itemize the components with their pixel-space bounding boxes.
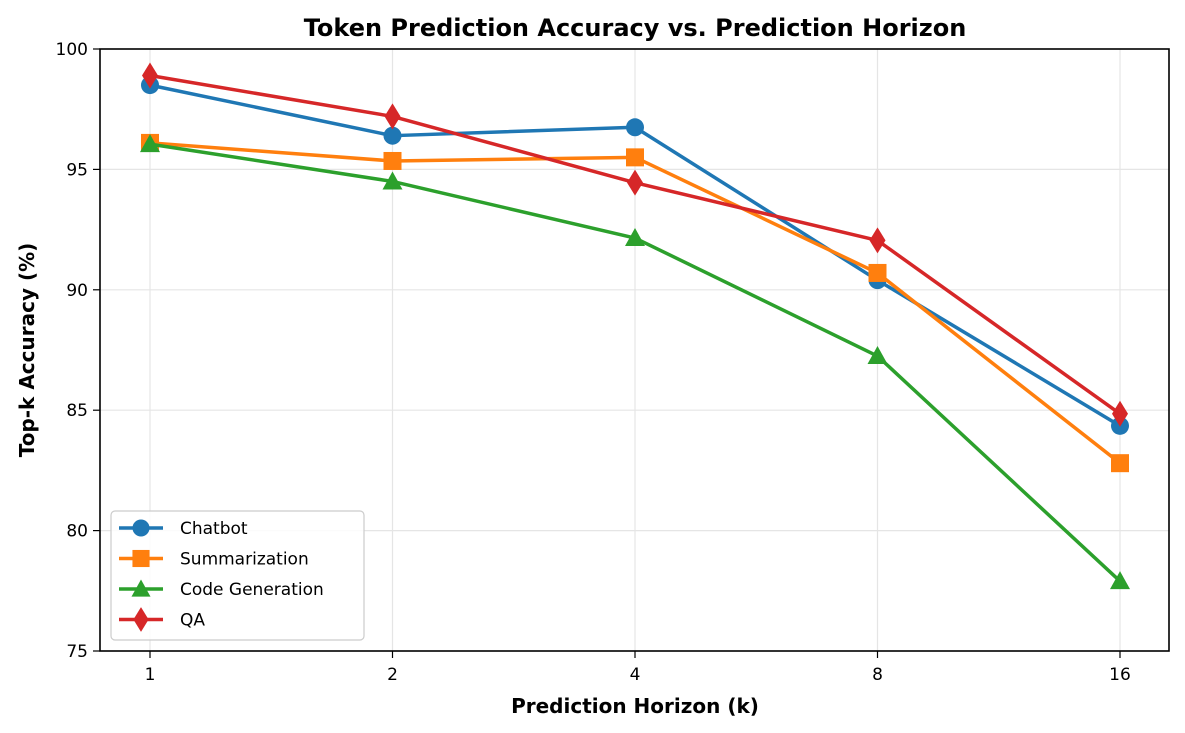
circle-marker [383,126,402,145]
chart-title: Token Prediction Accuracy vs. Prediction… [304,14,967,42]
legend: Chatbot Summarization Code Generation QA [110,510,365,641]
triangle-marker [625,228,645,247]
diamond-marker [142,62,158,89]
diamond-marker [869,227,886,254]
triangle-marker [1110,571,1130,590]
x-tick-label: 1 [145,665,156,685]
square-marker [626,148,644,167]
y-tick-label: 85 [66,401,88,421]
y-axis-label: Top-k Accuracy (%) [15,243,39,458]
diamond-marker [384,103,401,130]
series-qa [142,62,1128,427]
square-marker [383,151,402,170]
y-tick-label: 100 [56,40,88,60]
series-code-generation [140,134,1130,590]
x-tick-label: 8 [872,665,883,685]
series-group [140,62,1130,590]
legend-item-code-generation: Code Generation [119,579,324,600]
triangle-marker [382,171,403,190]
legend-item-chatbot: Chatbot [119,519,248,539]
legend-label: Summarization [180,550,309,570]
legend-label: QA [180,611,205,631]
square-marker [1111,454,1129,473]
legend-label: Chatbot [180,519,248,539]
circle-marker [132,519,150,537]
triangle-marker [140,134,160,153]
x-axis-label: Prediction Horizon (k) [511,694,759,718]
legend-box [110,510,365,641]
y-axis: 75 80 85 90 95 100 [56,40,100,662]
y-tick-label: 80 [66,522,88,542]
x-tick-label: 4 [630,665,641,685]
legend-label: Code Generation [180,580,324,600]
y-tick-label: 95 [66,160,88,180]
square-marker [132,549,150,568]
diamond-marker [1112,400,1128,427]
x-axis: 1 2 4 8 16 [145,651,1131,685]
legend-item-qa: QA [119,607,205,632]
triangle-marker [131,579,151,597]
y-tick-label: 90 [66,281,88,301]
x-tick-label: 2 [387,665,398,685]
legend-item-summarization: Summarization [119,550,309,570]
y-tick-label: 75 [66,642,88,662]
series-summarization [141,133,1129,473]
x-tick-label: 16 [1109,665,1131,685]
triangle-marker [867,346,888,365]
diamond-marker [627,169,643,196]
circle-marker [626,118,644,137]
diamond-marker [133,607,149,632]
square-marker [868,263,887,282]
